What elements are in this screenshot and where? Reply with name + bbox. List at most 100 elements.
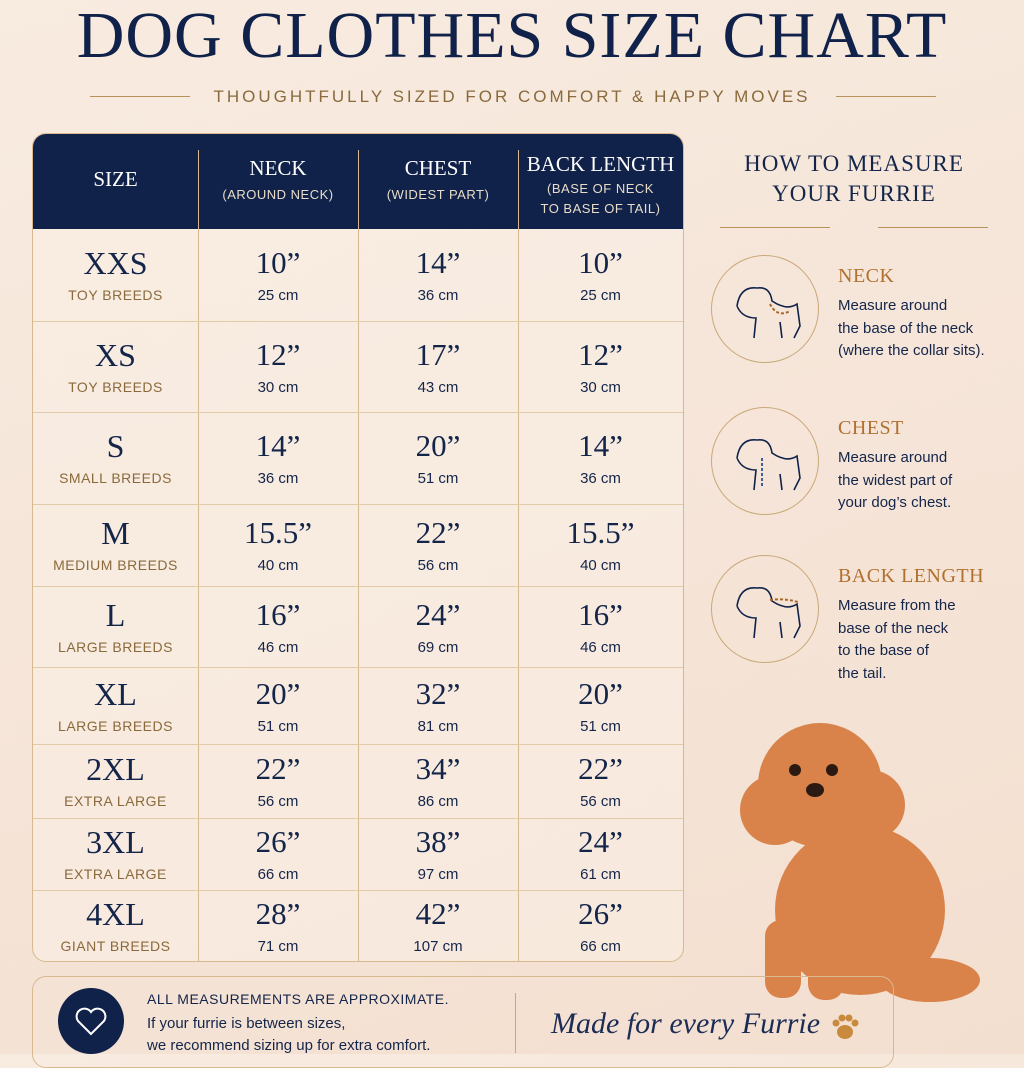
inches: 22” bbox=[255, 751, 301, 786]
column-note: TO BASE OF TAIL) bbox=[540, 201, 661, 216]
centimeters: 56 cm bbox=[580, 793, 621, 810]
measure-icon bbox=[711, 255, 819, 363]
row-divider bbox=[33, 890, 683, 891]
heart-icon bbox=[58, 988, 124, 1054]
title: DOG CLOTHES SIZE CHART bbox=[76, 0, 948, 72]
centimeters: 46 cm bbox=[257, 638, 299, 656]
dog-photo bbox=[740, 723, 980, 1002]
inches: 32” bbox=[415, 675, 461, 711]
size-group: SMALL BREEDS bbox=[59, 470, 172, 486]
footer-line: If your furrie is between sizes, bbox=[147, 1015, 346, 1032]
footer-text: If your furrie is between sizes, we recom… bbox=[147, 1013, 430, 1057]
size-group: EXTRA LARGE bbox=[64, 866, 167, 882]
inches: 10” bbox=[578, 245, 623, 280]
inches: 22” bbox=[415, 515, 461, 550]
row-divider bbox=[33, 667, 683, 668]
inches: 17” bbox=[415, 336, 461, 372]
dog-outline bbox=[736, 286, 801, 339]
rule bbox=[878, 227, 988, 228]
rule bbox=[90, 96, 190, 97]
inches: 10” bbox=[255, 245, 301, 280]
inches: 26” bbox=[255, 824, 301, 859]
step-text: the widest part of bbox=[838, 471, 953, 489]
inches: 14” bbox=[255, 428, 301, 463]
centimeters: 25 cm bbox=[580, 287, 621, 304]
step-heading: CHEST bbox=[838, 417, 904, 439]
inches: 28” bbox=[255, 895, 301, 931]
size: M bbox=[101, 515, 130, 551]
inches: 24” bbox=[415, 596, 461, 632]
centimeters: 40 cm bbox=[580, 557, 621, 574]
size: 3XL bbox=[86, 824, 145, 860]
centimeters: 86 cm bbox=[417, 793, 459, 810]
step-heading: BACK LENGTH bbox=[838, 565, 985, 587]
footer-line: we recommend sizing up for extra comfort… bbox=[147, 1037, 431, 1054]
inches: 16” bbox=[578, 596, 623, 632]
centimeters: 56 cm bbox=[257, 793, 299, 810]
step-text: your dog’s chest. bbox=[838, 494, 952, 511]
centimeters: 36 cm bbox=[417, 287, 459, 304]
centimeters: 97 cm bbox=[417, 866, 459, 883]
tagline: Made for every Furrie bbox=[551, 1007, 821, 1040]
row-divider bbox=[33, 744, 683, 745]
size-group: EXTRA LARGE bbox=[64, 793, 167, 809]
column-divider bbox=[358, 150, 359, 961]
centimeters: 81 cm bbox=[417, 717, 459, 735]
row-divider bbox=[33, 412, 683, 413]
centimeters: 25 cm bbox=[257, 287, 299, 304]
row-divider bbox=[33, 586, 683, 587]
step-text: Measure around bbox=[838, 297, 948, 314]
column-name: SIZE bbox=[93, 167, 138, 191]
rule bbox=[836, 96, 936, 97]
subtitle: THOUGHTFULLY SIZED FOR COMFORT & HAPPY M… bbox=[213, 87, 811, 106]
dog-outline bbox=[736, 438, 801, 491]
centimeters: 40 cm bbox=[257, 557, 299, 574]
inches: 42” bbox=[415, 895, 461, 931]
inches: 20” bbox=[578, 675, 623, 711]
inches: 24” bbox=[578, 824, 623, 859]
inches: 15.5” bbox=[566, 515, 635, 550]
guide: HOW TO MEASURE YOUR FURRIE NECK Measure aro… bbox=[700, 145, 1024, 705]
rule bbox=[720, 227, 830, 228]
centimeters: 69 cm bbox=[417, 638, 459, 656]
size: XL bbox=[94, 675, 137, 712]
row-divider bbox=[33, 818, 683, 819]
paw-icon bbox=[832, 1014, 859, 1039]
column-note: (WIDEST PART) bbox=[386, 187, 490, 202]
size: L bbox=[105, 596, 126, 633]
inches: 14” bbox=[578, 428, 623, 463]
divider bbox=[515, 993, 516, 1053]
centimeters: 71 cm bbox=[257, 937, 299, 955]
step-text: to the base of bbox=[838, 642, 929, 659]
centimeters: 30 cm bbox=[580, 378, 621, 396]
column-divider bbox=[198, 150, 199, 961]
size-group: MEDIUM BREEDS bbox=[53, 557, 178, 573]
column-note: (AROUND NECK) bbox=[222, 187, 334, 202]
inches: 20” bbox=[415, 428, 461, 463]
column-name: BACK LENGTH bbox=[526, 152, 675, 176]
centimeters: 107 cm bbox=[413, 937, 463, 955]
size-group: TOY BREEDS bbox=[68, 287, 163, 303]
centimeters: 56 cm bbox=[417, 557, 459, 574]
step-heading: NECK bbox=[838, 265, 895, 287]
centimeters: 51 cm bbox=[257, 717, 299, 735]
size-table: SIZE NECK (AROUND NECK) CHEST (WIDEST PART) B… bbox=[32, 133, 684, 962]
size: XXS bbox=[83, 245, 148, 281]
step-text: the base of the neck bbox=[838, 319, 974, 337]
footer-heading: ALL MEASUREMENTS ARE APPROXIMATE. bbox=[147, 991, 450, 1007]
centimeters: 43 cm bbox=[417, 378, 459, 396]
centimeters: 36 cm bbox=[257, 470, 299, 487]
inches: 15.5” bbox=[243, 515, 312, 550]
step-text: base of the neck bbox=[838, 619, 949, 637]
guide-title: YOUR FURRIE bbox=[772, 181, 936, 206]
footer: ALL MEASUREMENTS ARE APPROXIMATE. If you… bbox=[32, 976, 894, 1068]
row-divider bbox=[33, 504, 683, 505]
inches: 16” bbox=[255, 596, 301, 632]
centimeters: 66 cm bbox=[257, 866, 299, 883]
size: XS bbox=[95, 336, 136, 373]
dog-outline bbox=[736, 586, 801, 639]
column-name: CHEST bbox=[404, 156, 472, 180]
column-name: NECK bbox=[249, 156, 307, 180]
inches: 20” bbox=[255, 675, 301, 711]
